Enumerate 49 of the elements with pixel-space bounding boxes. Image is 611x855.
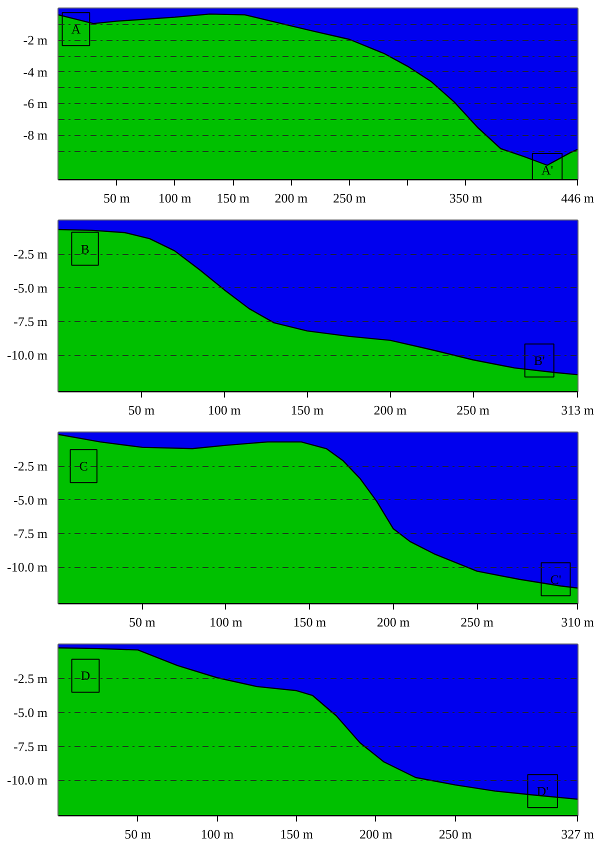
x-tick-label: 50 m: [128, 402, 155, 418]
x-tick-label: 200 m: [374, 402, 407, 418]
x-tick-label: 310 m: [561, 614, 594, 630]
annotation: C': [550, 572, 562, 587]
y-tick-label: -2 m: [23, 32, 48, 48]
y-tick-label: -8 m: [23, 128, 48, 143]
y-tick-label: -7.5 m: [14, 526, 48, 541]
y-tick-label: -2.5 m: [14, 246, 48, 262]
y-tick-label: -2.5 m: [14, 458, 48, 474]
y-tick-label: -10.0 m: [7, 560, 48, 575]
x-tick-label: 50 m: [129, 614, 156, 630]
y-tick-label: -5.0 m: [14, 492, 48, 508]
annotation: B: [80, 241, 90, 256]
x-tick-label: 150 m: [280, 826, 314, 842]
x-tick-label: 150 m: [216, 190, 250, 206]
annotation: B': [534, 353, 545, 368]
x-tick-label: 100 m: [208, 402, 241, 418]
x-tick-label: 100 m: [158, 190, 192, 206]
x-tick-label: 313 m: [561, 402, 594, 418]
x-tick-label: 250 m: [332, 190, 366, 206]
y-tick-label: -2.5 m: [14, 670, 48, 686]
annotation: C: [79, 458, 88, 474]
x-tick-label: 100 m: [209, 614, 242, 630]
x-tick-label: 50 m: [124, 826, 152, 842]
y-tick-label: -7.5 m: [14, 738, 48, 754]
y-tick-label: -10.0 m: [7, 772, 48, 788]
x-tick-label: 250 m: [456, 402, 490, 418]
x-tick-label: 250 m: [438, 826, 472, 842]
x-tick-label: 150 m: [293, 614, 326, 630]
annotation: D: [80, 668, 90, 684]
x-tick-label: 446 m: [561, 190, 594, 206]
y-tick-label: -7.5 m: [14, 314, 48, 329]
x-tick-label: 50 m: [104, 190, 130, 206]
y-tick-label: -6 m: [23, 96, 48, 111]
x-tick-label: 100 m: [200, 826, 234, 842]
y-tick-label: -10.0 m: [7, 348, 48, 363]
y-tick-label: -5.0 m: [14, 280, 48, 296]
x-tick-label: 200 m: [274, 190, 308, 206]
y-tick-label: -5.0 m: [14, 704, 48, 720]
annotation: D': [536, 784, 548, 799]
x-tick-label: 327 m: [561, 826, 594, 842]
x-tick-label: 200 m: [360, 826, 392, 842]
x-tick-label: 200 m: [376, 614, 410, 630]
annotation: A: [71, 22, 82, 37]
x-tick-label: 350 m: [449, 190, 482, 206]
x-tick-label: 150 m: [290, 402, 324, 418]
x-tick-label: 250 m: [460, 614, 494, 630]
y-tick-label: -4 m: [23, 64, 48, 80]
annotation: A': [541, 162, 554, 178]
